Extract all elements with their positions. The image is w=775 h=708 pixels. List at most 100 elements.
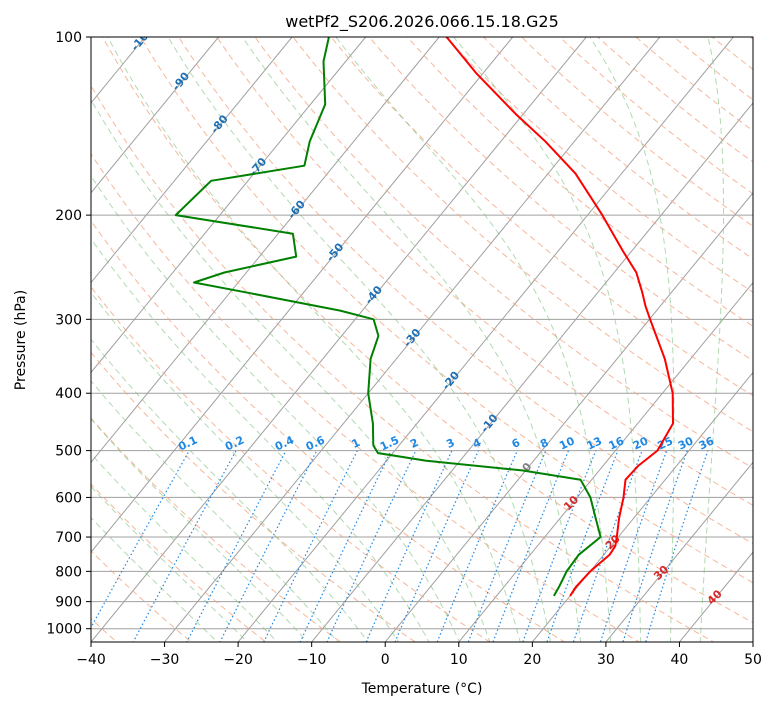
y-tick-label: 300 [55,312,82,328]
y-tick-label: 400 [55,386,82,402]
mixing-ratio-line [299,450,392,642]
mixing-ratio-line [219,450,318,642]
mixing-ratio-label: 2 [408,436,420,451]
moist-adiabat [699,37,725,642]
dry-adiabat [91,153,641,642]
moist-adiabat [91,338,369,642]
dry-adiabat [597,37,753,163]
moist-adiabat [91,453,278,642]
dry-adiabat [521,37,753,227]
y-axis-label: Pressure (hPa) [13,290,29,390]
dry-adiabat [749,37,753,40]
x-tick-label: 20 [523,652,541,668]
dry-adiabat [102,37,753,624]
moist-adiabat [91,174,461,642]
mixing-ratio-line [467,450,547,642]
mixing-ratio-line [436,450,518,642]
mixing-ratio-label: 16 [607,434,627,452]
dry-adiabat [91,220,566,642]
mixing-ratio-line [522,450,597,642]
dry-adiabat [673,37,753,101]
moist-adiabat [335,37,612,642]
mixing-ratio-label: 4 [471,436,484,451]
x-tick-label: 40 [671,652,689,668]
mixing-ratio-line [263,450,358,642]
isotherm-gridline [163,37,661,642]
moist-adiabat [91,238,430,642]
moist-adiabat [167,37,551,642]
moist-adiabat [453,37,642,642]
moist-adiabat [241,37,582,642]
isotherm-gridline [384,191,753,642]
dry-adiabat [292,37,753,433]
dry-adiabat [91,84,715,642]
dry-adiabat [368,37,753,362]
isotherm-gridline [0,37,71,653]
isotherm-gridline [91,37,293,284]
dry-adiabat [330,37,753,397]
dry-adiabat [91,351,417,642]
y-tick-label: 1000 [46,622,82,638]
series-line [445,37,674,597]
x-tick-label: −20 [223,652,253,668]
x-tick-label: 0 [381,652,390,668]
y-tick-label: 800 [55,564,82,580]
dry-adiabat [91,550,193,642]
dry-adiabat [559,37,753,195]
series-line [174,37,602,597]
isotherm-gridline [752,641,753,642]
moist-adiabat [107,37,521,642]
mixing-ratio-line [645,450,709,642]
moist-adiabat [91,485,248,642]
x-tick-label: 30 [597,652,615,668]
dry-adiabat [91,483,267,642]
y-tick-label: 600 [55,490,82,506]
isotherm-gridline [678,551,753,642]
isotherm-gridline [531,371,753,642]
dry-adiabat [91,417,342,642]
dry-adiabat [445,37,753,293]
dry-adiabat [483,37,753,260]
dry-adiabat [406,37,753,327]
y-tick-label: 700 [55,530,82,546]
plot-frame [90,36,754,643]
dry-adiabat [91,286,491,642]
mixing-ratio-label: 30 [676,434,696,452]
mixing-ratio-line [394,450,480,642]
x-tick-label: −10 [297,652,327,668]
y-tick-label: 200 [55,208,82,224]
moist-adiabat [91,98,491,642]
mixing-ratio-line [622,450,688,642]
moist-adiabat [91,418,309,642]
mixing-ratio-line [326,450,417,642]
isotherm-gridline [91,37,440,464]
chart-title: wetPf2_S206.2026.066.15.18.G25 [285,12,559,32]
x-axis-label: Temperature (°C) [361,681,483,697]
moist-adiabat [589,37,675,642]
mixing-ratio-label: 10 [557,434,577,452]
mixing-ratio-label: 3 [444,436,456,451]
dry-adiabat [711,37,753,70]
y-tick-label: 100 [55,30,82,46]
y-tick-label: 900 [55,595,82,611]
dry-adiabat [216,37,753,507]
mixing-ratio-label: 13 [585,434,604,452]
moist-adiabat [91,517,219,642]
mixing-ratio-line [91,450,190,629]
mixing-ratio-label: 25 [656,434,675,452]
moist-adiabat [91,291,400,642]
x-tick-label: 10 [450,652,468,668]
y-tick-label: 500 [55,444,82,460]
mixing-ratio-label: 6 [510,436,523,451]
isotherm-gridline [91,37,587,642]
x-tick-label: −30 [150,652,180,668]
isotherm-gridline [237,37,734,642]
x-tick-label: 50 [744,652,762,668]
mixing-ratio-label: 20 [631,434,651,452]
isotherm-gridline [605,461,753,642]
dry-adiabat [178,37,753,545]
isotherm-gridline [91,37,219,194]
isotherm-label: -100 [128,24,156,54]
x-tick-label: −40 [76,652,106,668]
